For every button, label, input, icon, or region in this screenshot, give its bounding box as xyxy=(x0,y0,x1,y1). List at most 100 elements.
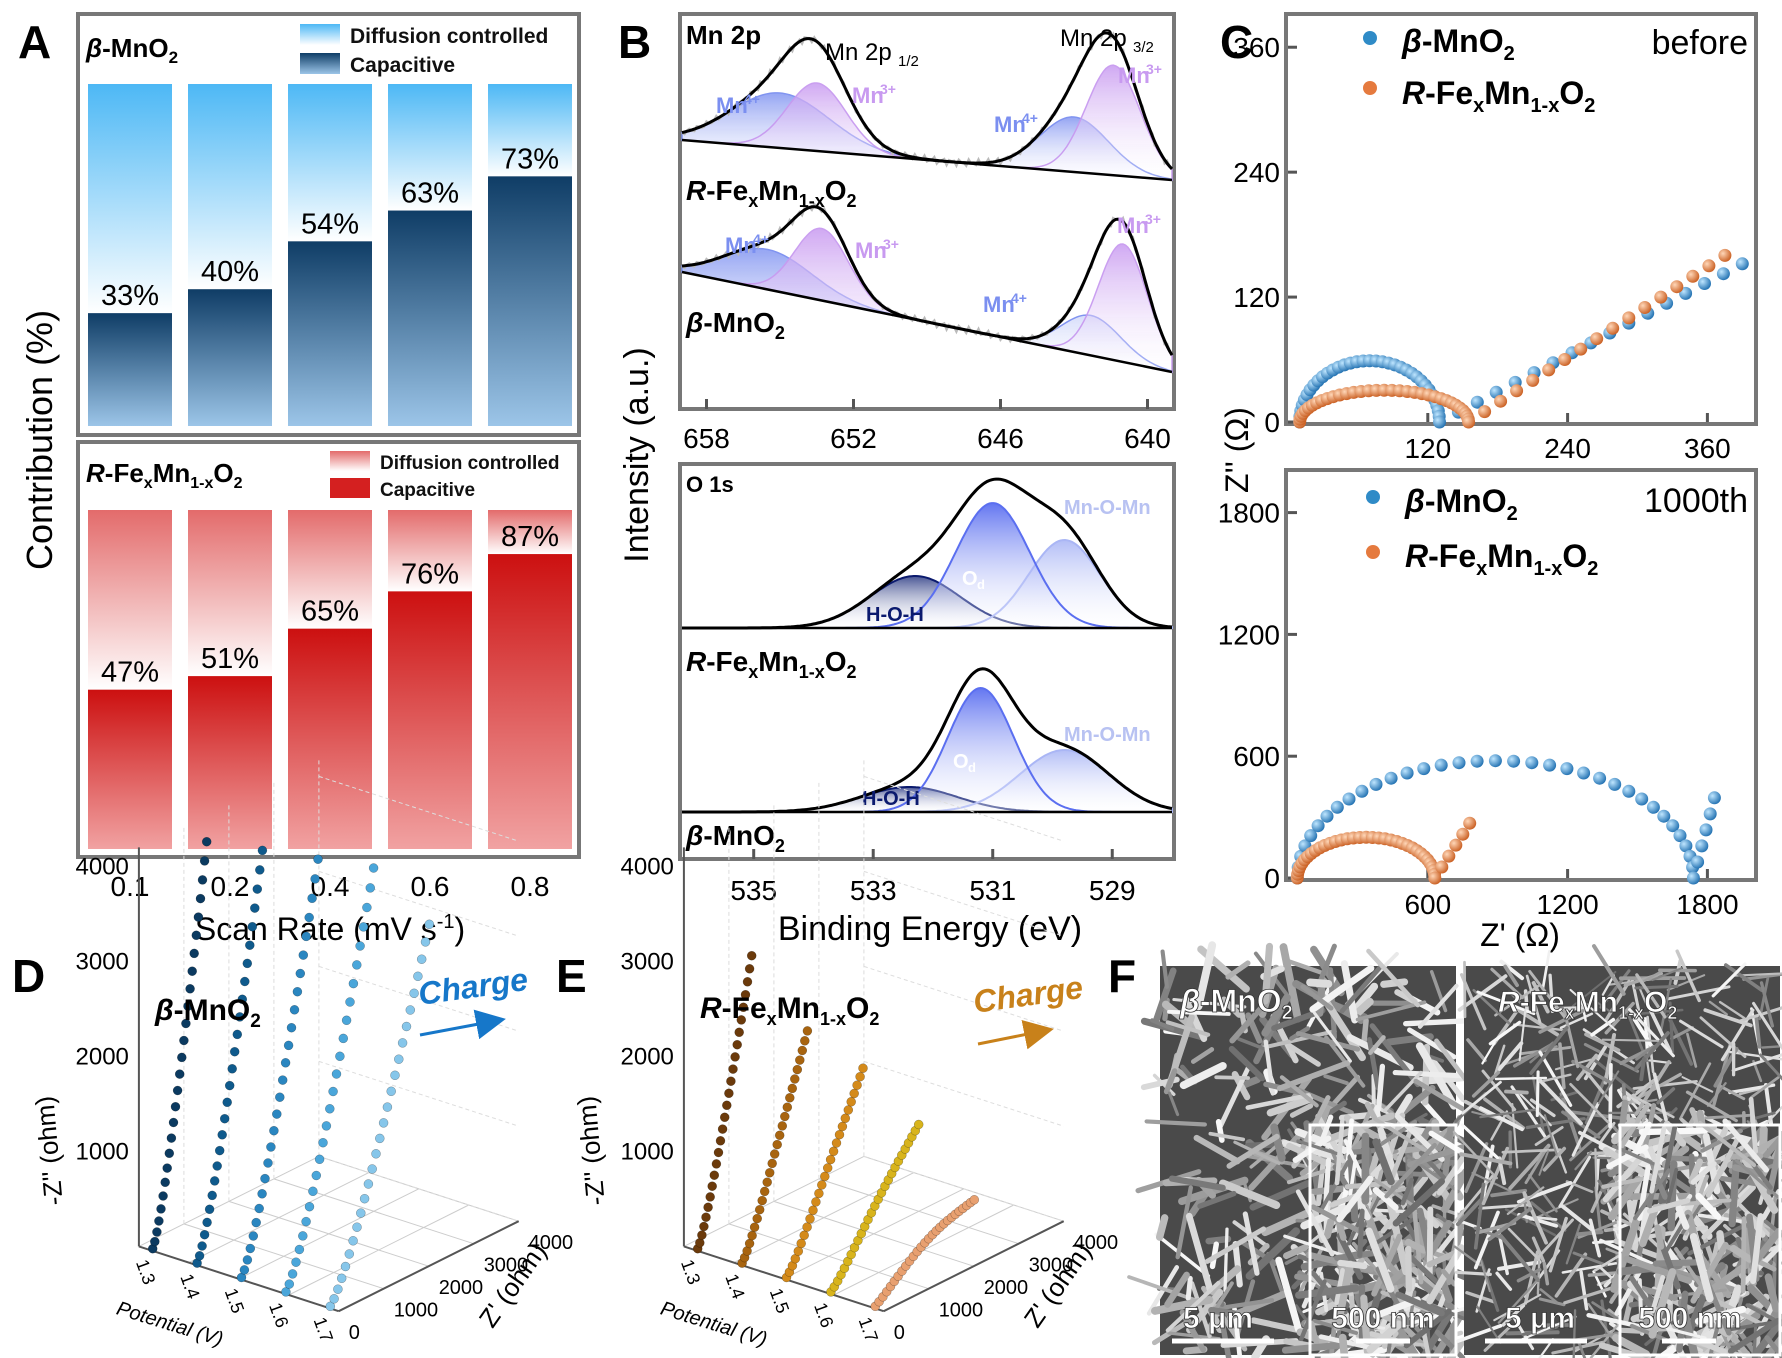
c-bottom-beta-point xyxy=(1311,819,1325,833)
sem-r-inset-texture-flake xyxy=(1729,1244,1754,1263)
d-series-2-point xyxy=(272,1109,282,1119)
a-x-tick-label: 0.1 xyxy=(111,871,150,902)
sem-r-texture-flake xyxy=(1579,1270,1589,1311)
sem-beta-texture-flake xyxy=(1208,1131,1246,1142)
sem-beta-inset-texture-flake xyxy=(1318,1334,1377,1351)
d-zi-tick: 1000 xyxy=(76,1138,129,1165)
sem-beta-texture-flake xyxy=(1261,1029,1337,1050)
d-series-1-point xyxy=(257,845,268,856)
sem-beta-texture-flake xyxy=(1164,1271,1190,1308)
sem-r-texture-flake xyxy=(1569,1082,1610,1124)
sem-r-texture-flake xyxy=(1534,1125,1564,1147)
e-series-0-point xyxy=(744,964,755,974)
sem-r-texture-flake xyxy=(1681,1076,1714,1093)
sem-beta-texture-flake xyxy=(1323,1074,1349,1086)
c-xlabel: Z' (Ω) xyxy=(1480,917,1560,953)
d-series-2-point xyxy=(269,1125,279,1136)
d-floor-grid xyxy=(183,1223,384,1290)
sem-r-texture-flake xyxy=(1590,1017,1616,1037)
a-top-capacitive-bar xyxy=(488,176,572,426)
d-series-1-point xyxy=(209,1176,220,1186)
e-series-0-point xyxy=(730,1052,740,1062)
c-bottom-beta-point xyxy=(1707,791,1721,805)
e-series-1-point xyxy=(752,1213,762,1224)
sem-r-texture-flake xyxy=(1670,1026,1695,1041)
sem-beta-texture-flake xyxy=(1226,1133,1280,1169)
sem-r-inset-texture-flake xyxy=(1665,1167,1679,1207)
sem-beta-texture-flake xyxy=(1186,1288,1224,1334)
sem-beta-texture-flake xyxy=(1153,967,1177,1023)
sem-r-inset-texture-flake xyxy=(1654,1224,1665,1250)
e-series-1-point xyxy=(774,1130,785,1141)
sem-r-texture-flake xyxy=(1639,970,1662,984)
sem-beta-inset-texture-flake xyxy=(1418,1310,1454,1358)
sem-beta-texture-flake xyxy=(1366,1037,1381,1091)
sem-beta-texture-flake xyxy=(1225,960,1251,980)
c-bottom-y-tick-label: 1200 xyxy=(1218,619,1280,650)
panel-letter-e: E xyxy=(556,950,587,1002)
a-bottom-value-label: 87% xyxy=(501,521,559,553)
c-bottom-x-tick-label: 1200 xyxy=(1536,889,1598,920)
a-ylabel: Contribution (%) xyxy=(19,310,60,570)
d-series-3-point xyxy=(362,902,372,913)
c-top-x-tick-label: 120 xyxy=(1404,433,1451,464)
e-series-0-point xyxy=(740,989,751,1000)
sem-beta-inset-texture-flake xyxy=(1335,1218,1347,1241)
sem-r-texture-flake xyxy=(1524,1145,1549,1185)
c-top-legend-blue: β-MnO2 xyxy=(1401,23,1515,65)
d-series-3-point xyxy=(338,1033,349,1044)
a-bottom-legend-capacitive-swatch xyxy=(330,478,370,498)
d-series-0-point xyxy=(183,1001,193,1011)
e-series-0-point xyxy=(703,1202,713,1213)
b-top-beta-baseline xyxy=(681,270,1173,374)
e-series-2-point xyxy=(805,1214,815,1224)
sem-beta-texture-flake xyxy=(1214,1075,1250,1080)
a-bottom-diffusion-bar xyxy=(488,510,572,555)
d-series-1-point xyxy=(207,1190,217,1201)
sem-r-inset-texture-flake xyxy=(1666,1327,1707,1340)
d-series-0-point xyxy=(168,1117,179,1128)
b-top-x-tick-label: 646 xyxy=(977,423,1024,454)
d-wall-grid xyxy=(318,775,519,842)
sem-beta-texture-flake xyxy=(1233,1140,1281,1165)
a-bottom-legend-diffusion-swatch xyxy=(330,451,370,471)
c-bottom-beta-point xyxy=(1699,823,1713,837)
sem-r-texture-flake xyxy=(1503,964,1519,988)
e-series-1-point xyxy=(785,1093,795,1103)
e-xlabel: Potential (V) xyxy=(658,1298,770,1351)
c-top-r-point xyxy=(1574,342,1588,356)
sem-beta-inset-texture-flake xyxy=(1372,1138,1395,1186)
a-xlabel: Scan Rate (mV s-1) xyxy=(195,911,465,947)
d-series-2-point xyxy=(248,1231,259,1241)
sem-r-texture-flake xyxy=(1649,1009,1673,1054)
d-series-4-point xyxy=(325,1301,336,1312)
d-series-4-point xyxy=(359,1193,370,1204)
c-bottom-y-tick-label: 0 xyxy=(1264,863,1280,894)
d-potential-tick: 1.4 xyxy=(176,1271,203,1301)
sem-r-texture-flake xyxy=(1541,949,1551,991)
sem-r-texture-flake xyxy=(1575,1053,1599,1081)
sem-r-texture-flake xyxy=(1529,1025,1569,1075)
c-top-r-point xyxy=(1558,353,1572,366)
sem-r-texture-flake xyxy=(1480,1260,1491,1293)
e-potential-tick: 1.7 xyxy=(855,1314,882,1344)
sem-beta-texture-flake xyxy=(1295,1031,1361,1052)
c-top-y-tick-label: 240 xyxy=(1233,157,1280,188)
sem-r-texture-flake xyxy=(1478,1106,1524,1132)
d-potential-tick: 1.5 xyxy=(221,1286,248,1316)
b-bottom-beta-mom-label: Mn-O-Mn xyxy=(1064,724,1151,746)
d-series-2-point xyxy=(242,1255,253,1265)
d-series-2-point xyxy=(310,874,320,884)
b-top-beta-mn3-label-2: Mn xyxy=(1117,213,1149,238)
c-bottom-beta-point xyxy=(1646,800,1660,814)
b-top-r-mn3-label-sup: 3+ xyxy=(880,81,896,97)
sem-r-texture-flake xyxy=(1569,1122,1612,1162)
d-series-0-point xyxy=(193,912,204,922)
sem-r-inset-texture-flake xyxy=(1745,1303,1782,1326)
sem-r-texture-flake xyxy=(1685,1090,1738,1123)
sem-r-texture-flake xyxy=(1511,1102,1519,1169)
sem-r-texture-flake xyxy=(1495,1271,1513,1291)
a-top-capacitive-bar xyxy=(188,289,272,426)
d-series-1-point xyxy=(214,1145,225,1156)
d-charge-label: Charge xyxy=(416,961,530,1012)
